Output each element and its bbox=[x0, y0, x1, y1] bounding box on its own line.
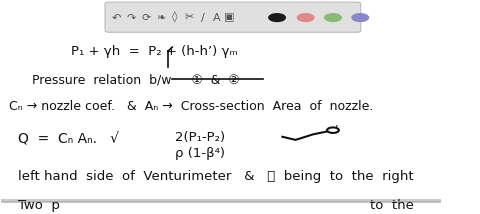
Text: left hand  side  of  Venturimeter   &   Ⓐ  being  to  the  right: left hand side of Venturimeter & Ⓐ being… bbox=[18, 170, 414, 183]
Text: ↷: ↷ bbox=[126, 13, 136, 23]
Text: P₁ + γh  =  P₂ + (h-h’) γₘ: P₁ + γh = P₂ + (h-h’) γₘ bbox=[71, 45, 238, 58]
Text: ▣: ▣ bbox=[224, 13, 235, 23]
Text: ’: ’ bbox=[334, 125, 338, 135]
Text: ρ (1-β⁴): ρ (1-β⁴) bbox=[175, 147, 225, 160]
Text: Two  p: Two p bbox=[18, 199, 60, 212]
Text: ◊: ◊ bbox=[172, 12, 177, 23]
Text: to  the: to the bbox=[370, 199, 413, 212]
Text: Cₙ → nozzle coef.   &  Aₙ →  Cross-section  Area  of  nozzle.: Cₙ → nozzle coef. & Aₙ → Cross-section A… bbox=[10, 100, 374, 113]
Circle shape bbox=[298, 14, 314, 21]
Text: ↶: ↶ bbox=[111, 13, 120, 23]
Text: ❧: ❧ bbox=[156, 13, 165, 23]
Text: ✂: ✂ bbox=[184, 13, 194, 23]
Circle shape bbox=[325, 14, 341, 21]
Text: Q  =  Cₙ Aₙ.   √: Q = Cₙ Aₙ. √ bbox=[18, 133, 120, 147]
Text: 2(P₁-P₂): 2(P₁-P₂) bbox=[175, 131, 225, 144]
FancyBboxPatch shape bbox=[105, 2, 360, 32]
Text: ⟳: ⟳ bbox=[141, 13, 151, 23]
Text: /: / bbox=[201, 13, 205, 23]
Text: A: A bbox=[213, 13, 220, 23]
Text: Pressure  relation  b/w     ①  &  ②: Pressure relation b/w ① & ② bbox=[32, 74, 239, 87]
Circle shape bbox=[352, 14, 369, 21]
Circle shape bbox=[269, 14, 285, 21]
